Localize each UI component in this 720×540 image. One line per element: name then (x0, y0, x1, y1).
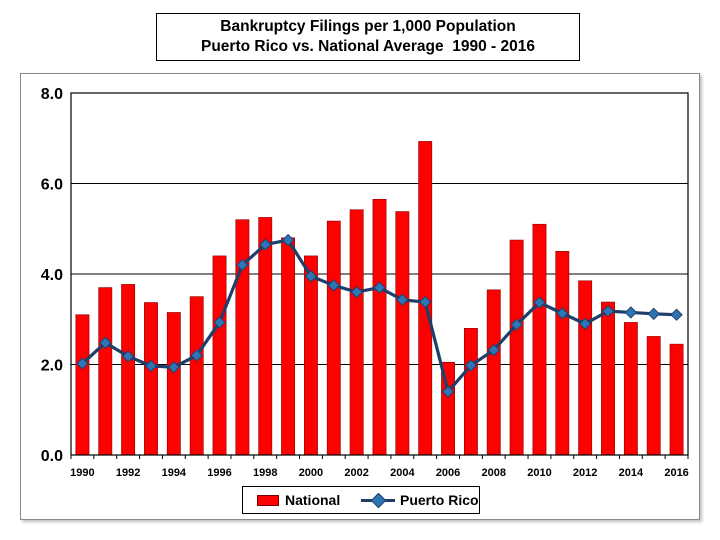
legend-item-puerto-rico: Puerto Rico (361, 487, 479, 513)
national-bar (669, 343, 684, 456)
puerto-rico-point (487, 343, 500, 357)
national-bar (601, 301, 615, 456)
x-tick-label: 2002 (344, 467, 368, 479)
puerto-rico-point (396, 293, 409, 306)
x-tick-label: 1990 (70, 467, 94, 479)
y-tick-label: 4.0 (41, 267, 63, 284)
puerto-rico-point (578, 317, 592, 330)
x-tick-label: 2008 (482, 467, 506, 479)
puerto-rico-point (464, 359, 478, 372)
national-bar (235, 219, 250, 456)
puerto-rico-point (670, 308, 683, 321)
puerto-rico-point (213, 316, 226, 329)
puerto-rico-point (601, 304, 615, 318)
puerto-rico-point (441, 385, 455, 398)
puerto-rico-point (99, 336, 112, 349)
y-tick-label: 8.0 (41, 86, 63, 103)
puerto-rico-point (190, 349, 203, 362)
legend-label-puerto-rico: Puerto Rico (400, 492, 479, 508)
y-tick-label: 2.0 (41, 358, 63, 375)
national-bar (304, 255, 318, 456)
puerto-rico-point (121, 350, 135, 363)
puerto-rico-point (76, 357, 89, 370)
national-bar (258, 217, 273, 456)
national-bar (486, 289, 501, 456)
national-bar (144, 302, 158, 456)
puerto-rico-point (259, 238, 272, 251)
x-tick-label: 2012 (573, 467, 597, 479)
puerto-rico-point (510, 318, 523, 331)
chart-title-line-1: Bankruptcy Filings per 1,000 Population (220, 18, 516, 35)
national-bar (532, 223, 547, 456)
national-bar (623, 322, 638, 456)
puerto-rico-point (533, 296, 546, 309)
x-tick-label: 1992 (116, 467, 140, 479)
chart-legend: National Puerto Rico (242, 486, 480, 514)
y-tick-label: 0.0 (41, 448, 63, 465)
plot-area-border (70, 92, 689, 456)
national-bar (121, 284, 136, 456)
puerto-rico-point (373, 281, 386, 294)
national-bar (578, 280, 593, 456)
national-bar (509, 239, 524, 456)
x-tick-label: 1998 (253, 467, 277, 479)
national-bar (646, 336, 661, 456)
national-bar (98, 287, 113, 456)
national-bar (555, 251, 570, 456)
chart-title-box: Bankruptcy Filings per 1,000 Population … (156, 13, 580, 61)
national-swatch (257, 494, 279, 506)
puerto-rico-point (556, 307, 569, 320)
national-bar (166, 312, 181, 456)
puerto-rico-point (304, 270, 318, 283)
x-tick-label: 2000 (299, 467, 323, 479)
national-bar (189, 296, 204, 456)
national-bar (326, 220, 341, 456)
national-bar (463, 327, 478, 456)
national-bar (75, 314, 90, 456)
puerto-rico-swatch (361, 492, 395, 509)
national-bar (395, 211, 410, 456)
national-bar (372, 199, 387, 456)
legend-item-national: National (257, 487, 340, 513)
x-tick-label: 1994 (162, 467, 187, 479)
national-bar (281, 237, 296, 456)
national-bar (212, 255, 227, 456)
puerto-rico-point (281, 233, 295, 247)
puerto-rico-point (647, 307, 660, 321)
x-tick-label: 2004 (390, 467, 415, 479)
x-tick-label: 1996 (207, 467, 231, 479)
puerto-rico-point (418, 295, 432, 309)
x-tick-label: 2016 (664, 467, 688, 479)
x-tick-label: 2010 (527, 467, 551, 479)
puerto-rico-point (350, 285, 363, 299)
x-tick-label: 2006 (436, 467, 460, 479)
puerto-rico-point (236, 258, 249, 272)
chart-title-line-2: Puerto Rico vs. National Average 1990 - … (201, 38, 535, 55)
puerto-rico-point (327, 279, 341, 292)
puerto-rico-point (144, 359, 158, 373)
national-bar (349, 209, 364, 456)
puerto-rico-point (167, 361, 181, 374)
y-tick-label: 6.0 (41, 177, 63, 194)
puerto-rico-point (624, 306, 638, 319)
x-tick-label: 2014 (619, 467, 644, 479)
legend-label-national: National (285, 492, 341, 508)
